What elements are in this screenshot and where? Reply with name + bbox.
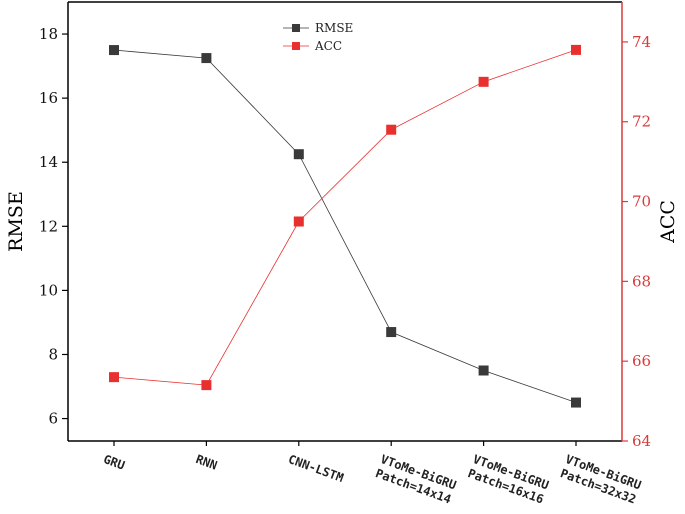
legend-marker-acc xyxy=(292,42,300,50)
y-tick-label: 18 xyxy=(39,25,58,43)
rmse-data-point xyxy=(293,149,304,160)
x-tick-label-line: RNN xyxy=(194,452,219,473)
y-tick-label: 6 xyxy=(48,410,58,428)
acc-data-point xyxy=(293,216,304,227)
y-tick-label: 12 xyxy=(39,217,58,235)
rmse-series-line xyxy=(113,49,577,403)
x-tick-label-line: GRU xyxy=(102,452,127,473)
legend: RMSE ACC xyxy=(283,21,353,53)
legend-marker-rmse xyxy=(292,24,300,32)
acc-data-point xyxy=(571,44,581,55)
x-tick-label-line: CNN-LSTM xyxy=(286,452,345,485)
legend-label-acc: ACC xyxy=(314,39,342,53)
x-tick-label: RNN xyxy=(194,452,219,473)
rmse-data-point xyxy=(571,397,581,408)
acc-series-line xyxy=(113,49,577,386)
y2-tick-label: 74 xyxy=(632,33,651,51)
acc-data-point xyxy=(386,124,397,135)
acc-data-point xyxy=(201,380,212,391)
rmse-data-point xyxy=(386,327,397,338)
y-tick-label: 14 xyxy=(39,153,58,171)
y-tick-label: 16 xyxy=(39,89,58,107)
y2-tick-label: 64 xyxy=(632,432,651,450)
y2-axis-title: ACC xyxy=(657,200,679,244)
y2-tick-label: 70 xyxy=(632,193,651,211)
legend-label-rmse: RMSE xyxy=(315,21,353,35)
x-tick-label: CNN-LSTM xyxy=(286,452,345,485)
x-tick-label: GRU xyxy=(102,452,127,473)
acc-data-point xyxy=(109,372,119,383)
y-axis-title: RMSE xyxy=(5,191,27,252)
acc-data-point xyxy=(478,76,489,87)
rmse-data-point xyxy=(201,53,212,64)
y2-tick-label: 68 xyxy=(632,272,651,290)
y-tick-label: 10 xyxy=(39,281,58,299)
y-tick-label: 8 xyxy=(48,345,58,363)
rmse-data-point xyxy=(478,365,489,376)
y2-tick-label: 66 xyxy=(632,352,651,370)
y2-tick-label: 72 xyxy=(632,113,651,131)
rmse-data-point xyxy=(109,45,119,56)
